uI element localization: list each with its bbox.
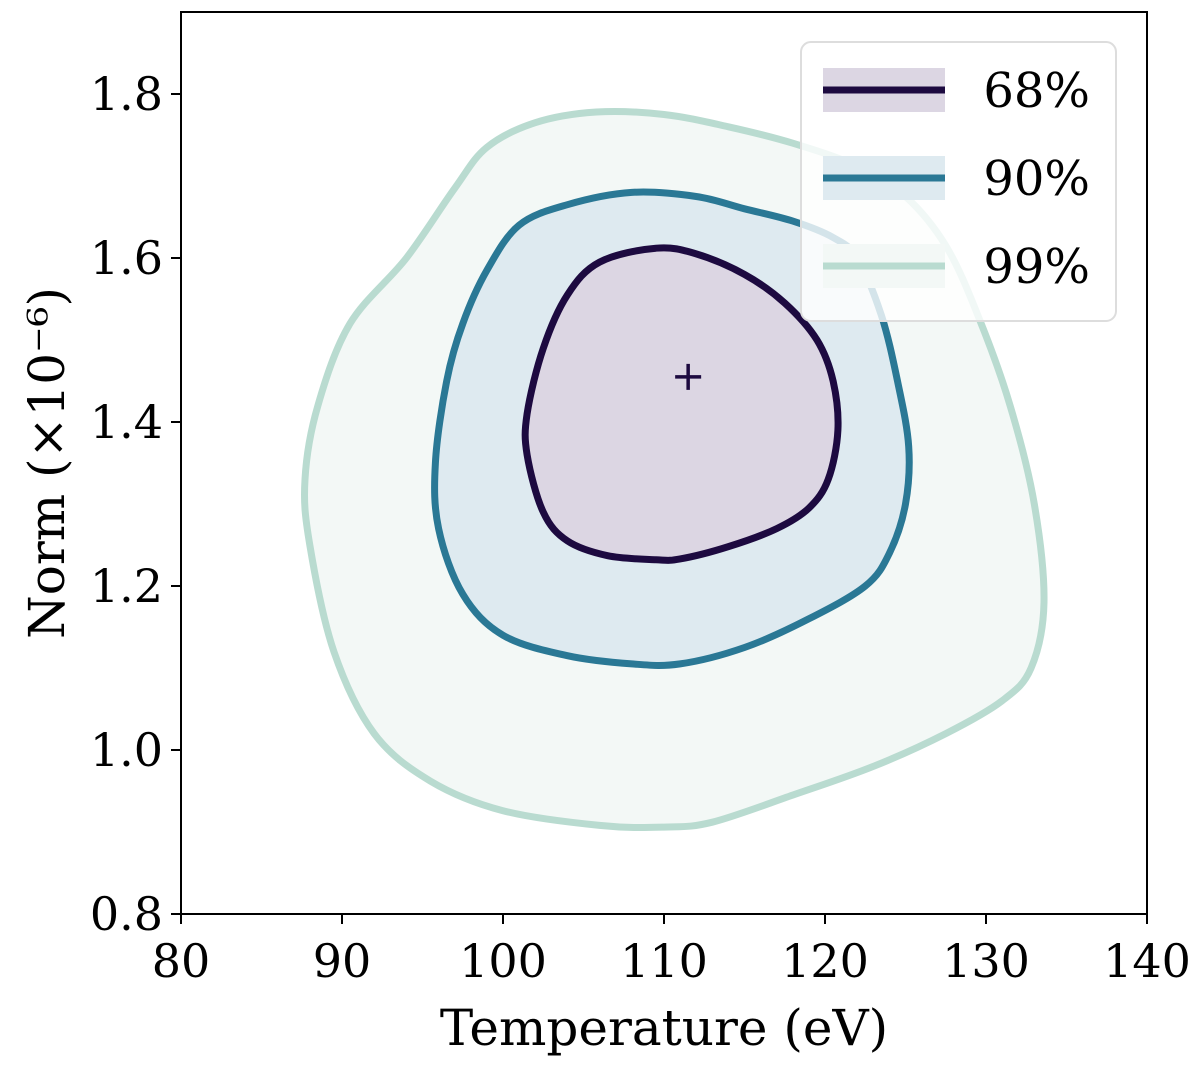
contour-68-percent [521, 244, 842, 564]
x-tick-label: 80 [152, 934, 211, 988]
y-tick-label: 0.8 [90, 887, 163, 941]
y-tick-label: 1.4 [90, 395, 163, 449]
y-tick-label: 1.0 [90, 723, 163, 777]
x-tick-label: 110 [620, 934, 708, 988]
x-axis-ticks: 80 90 100 110 120 130 140 [152, 914, 1191, 988]
y-axis-label: Norm (×10⁻⁶) [18, 287, 76, 639]
y-tick-label: 1.6 [90, 231, 163, 285]
y-axis-ticks: 0.8 1.0 1.2 1.4 1.6 1.8 [90, 67, 181, 941]
legend-label-99: 99% [983, 239, 1090, 295]
legend-label-90: 90% [983, 151, 1090, 207]
x-axis-label: Temperature (eV) [440, 999, 888, 1057]
legend-label-68: 68% [983, 63, 1090, 119]
best-fit-plus-marker [675, 363, 702, 390]
legend: 68% 90% 99% [800, 41, 1117, 322]
best-fit-marker [675, 363, 702, 390]
x-tick-label: 100 [459, 934, 547, 988]
x-tick-label: 90 [313, 934, 372, 988]
x-tick-label: 140 [1103, 934, 1191, 988]
x-tick-label: 130 [942, 934, 1030, 988]
x-tick-label: 120 [781, 934, 869, 988]
y-tick-label: 1.2 [90, 559, 163, 613]
y-tick-label: 1.8 [90, 67, 163, 121]
